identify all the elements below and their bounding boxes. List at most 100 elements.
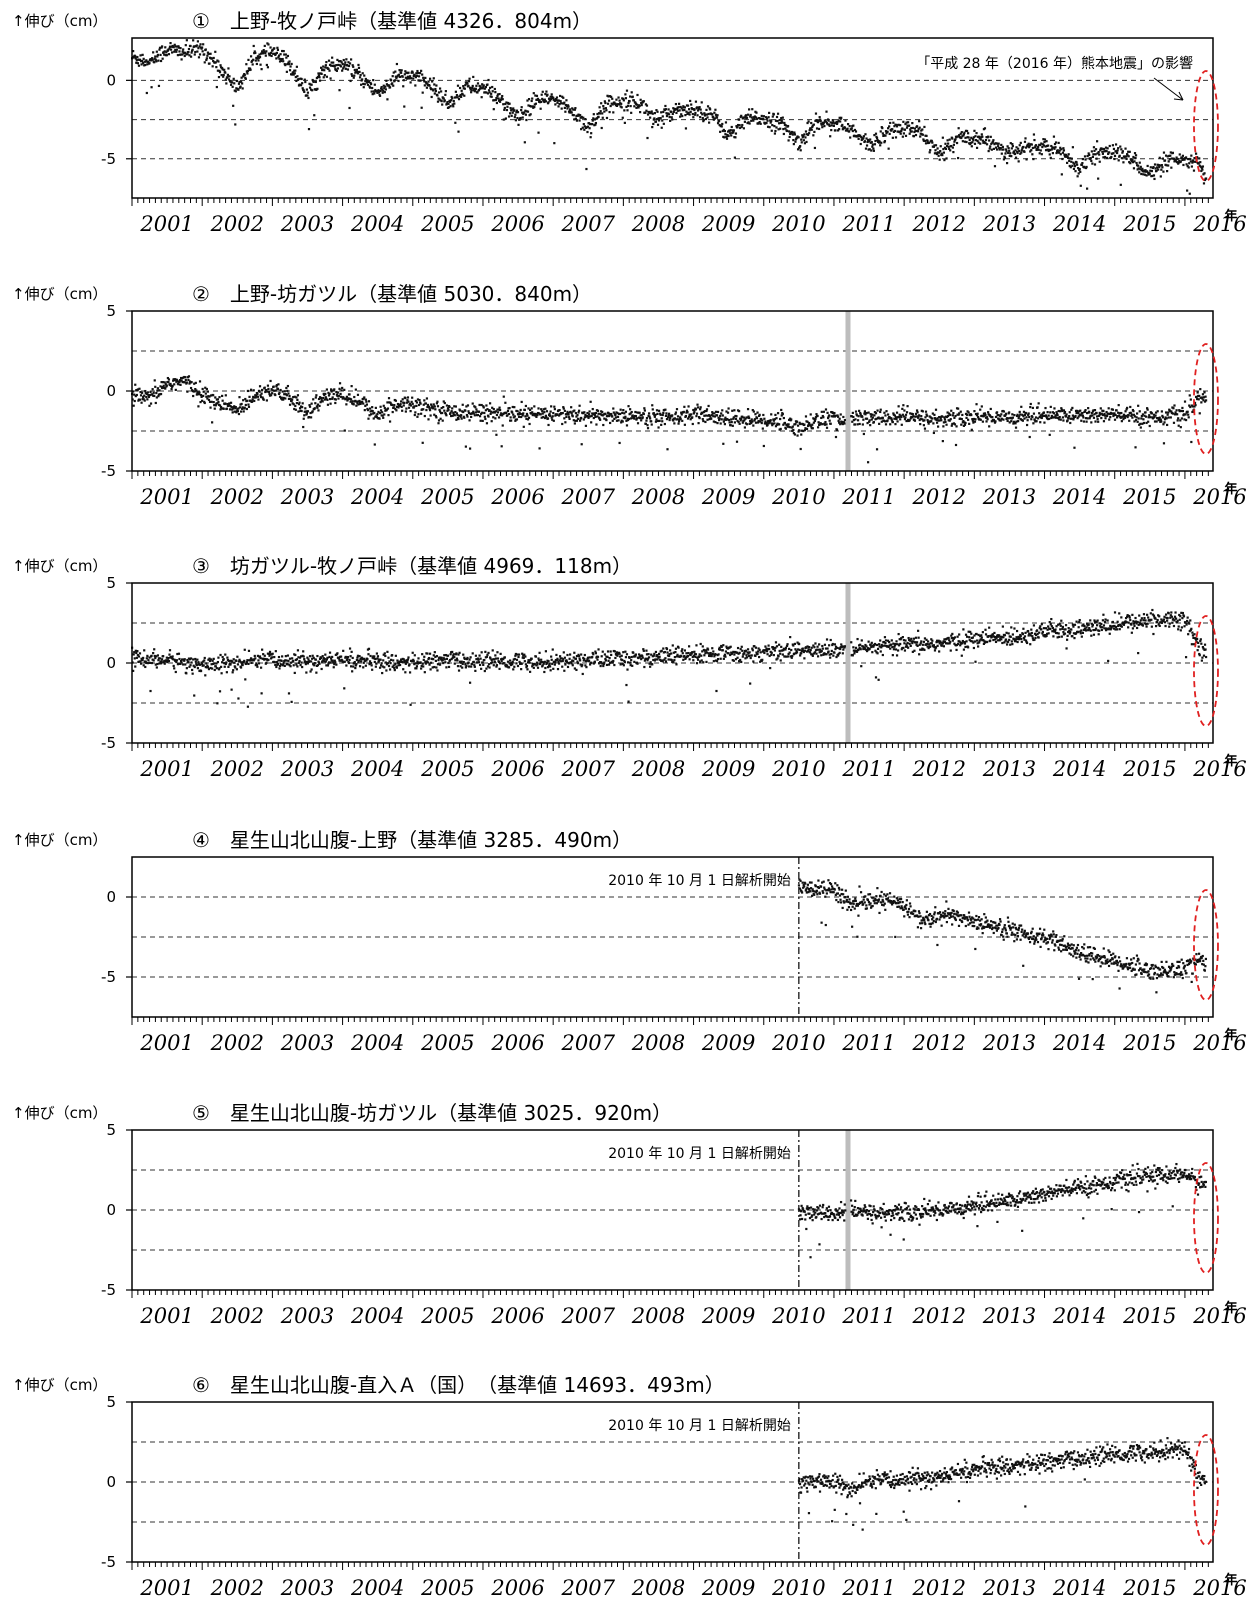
data-point bbox=[216, 398, 220, 401]
data-point bbox=[883, 420, 887, 423]
data-point bbox=[704, 117, 708, 121]
data-point bbox=[430, 95, 433, 99]
data-point bbox=[569, 410, 572, 413]
data-point bbox=[1097, 150, 1100, 154]
data-point bbox=[620, 102, 623, 105]
data-point bbox=[252, 389, 255, 392]
data-point bbox=[1009, 142, 1012, 145]
data-point bbox=[604, 412, 607, 415]
x-tick-label: 2016 bbox=[1192, 485, 1246, 509]
data-point bbox=[765, 421, 768, 424]
data-point bbox=[145, 395, 148, 399]
data-point bbox=[667, 113, 671, 116]
data-point bbox=[178, 379, 182, 382]
data-point bbox=[1041, 414, 1044, 418]
data-point bbox=[960, 417, 963, 421]
data-point bbox=[1134, 446, 1137, 449]
data-point bbox=[204, 674, 207, 677]
data-point bbox=[1119, 145, 1122, 148]
data-point bbox=[1021, 147, 1024, 150]
data-point bbox=[722, 420, 725, 423]
data-point bbox=[277, 659, 280, 662]
data-point bbox=[1124, 414, 1128, 417]
data-point bbox=[738, 118, 741, 121]
data-point bbox=[433, 413, 436, 416]
data-point bbox=[245, 662, 248, 665]
data-point bbox=[736, 123, 740, 127]
data-point bbox=[859, 413, 862, 416]
data-point bbox=[209, 52, 212, 55]
data-point bbox=[159, 385, 162, 388]
data-point bbox=[652, 118, 655, 121]
data-point bbox=[1129, 405, 1132, 409]
data-point bbox=[925, 414, 929, 417]
data-point bbox=[1134, 156, 1137, 160]
data-point bbox=[357, 659, 361, 662]
data-point bbox=[1135, 161, 1138, 165]
data-point bbox=[512, 413, 515, 416]
data-point bbox=[766, 119, 769, 122]
data-point bbox=[411, 402, 414, 405]
data-point bbox=[958, 412, 961, 415]
data-point bbox=[601, 116, 604, 119]
data-point bbox=[552, 96, 555, 99]
data-point bbox=[1058, 415, 1061, 419]
data-point bbox=[1027, 412, 1030, 415]
data-point bbox=[794, 423, 797, 426]
data-point bbox=[1096, 415, 1099, 418]
data-point bbox=[384, 88, 387, 91]
data-point bbox=[147, 60, 150, 63]
data-point bbox=[852, 415, 855, 419]
data-point bbox=[282, 398, 285, 401]
data-point bbox=[262, 49, 265, 52]
data-point bbox=[989, 407, 992, 411]
data-point bbox=[803, 423, 806, 426]
data-point bbox=[450, 410, 453, 413]
data-point bbox=[976, 412, 979, 415]
data-point bbox=[793, 133, 797, 136]
data-point bbox=[320, 667, 323, 671]
data-point bbox=[758, 413, 761, 416]
data-point bbox=[453, 414, 456, 417]
data-point bbox=[1175, 156, 1178, 159]
data-point bbox=[409, 81, 412, 84]
data-point bbox=[664, 414, 668, 417]
data-point bbox=[672, 110, 675, 113]
data-point bbox=[590, 414, 593, 418]
data-point bbox=[229, 401, 233, 404]
data-point bbox=[808, 132, 811, 135]
data-point bbox=[886, 419, 889, 422]
data-point bbox=[1063, 410, 1067, 414]
data-point bbox=[607, 414, 611, 418]
data-point bbox=[397, 79, 400, 83]
data-point bbox=[577, 411, 580, 414]
data-point bbox=[1026, 419, 1029, 422]
data-point bbox=[904, 122, 907, 126]
data-point bbox=[751, 409, 754, 412]
data-point bbox=[871, 143, 874, 146]
data-point bbox=[893, 414, 897, 417]
data-point bbox=[159, 662, 163, 665]
data-point bbox=[747, 121, 750, 124]
data-point bbox=[962, 133, 966, 136]
data-point bbox=[1049, 149, 1052, 152]
data-point bbox=[197, 661, 200, 664]
data-point bbox=[843, 419, 847, 422]
data-point bbox=[1098, 160, 1101, 163]
data-point bbox=[1139, 422, 1142, 425]
data-point bbox=[1039, 414, 1042, 417]
data-point bbox=[143, 399, 146, 402]
data-point bbox=[405, 407, 408, 410]
data-point bbox=[364, 664, 367, 667]
data-point bbox=[859, 411, 862, 415]
data-point bbox=[146, 398, 149, 401]
data-point bbox=[954, 414, 957, 418]
data-point bbox=[1179, 160, 1182, 163]
data-point bbox=[665, 417, 669, 421]
data-point bbox=[157, 84, 161, 88]
data-point bbox=[501, 424, 504, 427]
data-point bbox=[138, 652, 142, 655]
data-point bbox=[362, 82, 365, 86]
data-point bbox=[413, 413, 416, 417]
data-point bbox=[277, 54, 281, 57]
